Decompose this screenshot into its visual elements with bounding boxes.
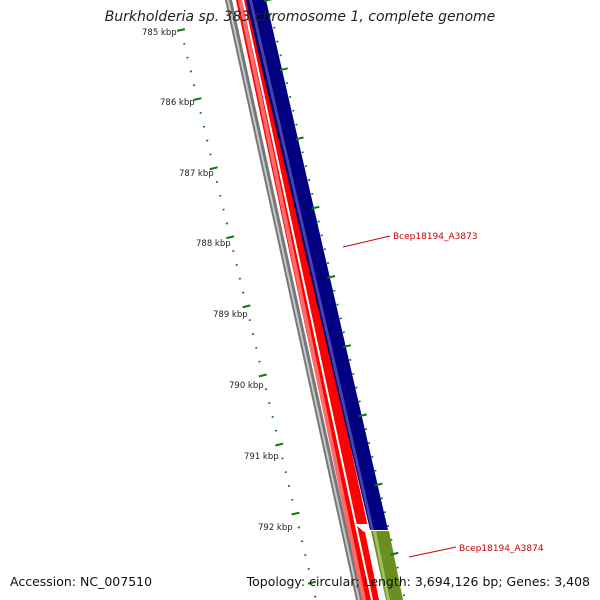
major-tick xyxy=(342,344,352,348)
gene-label-leader xyxy=(342,235,391,248)
major-tick xyxy=(242,304,251,309)
minor-tick xyxy=(297,526,300,529)
minor-tick xyxy=(386,525,390,528)
minor-tick xyxy=(300,540,304,543)
major-tick xyxy=(291,511,300,516)
gene-label-leader xyxy=(408,546,457,558)
minor-tick xyxy=(202,125,206,128)
major-tick xyxy=(193,97,202,101)
minor-tick xyxy=(342,331,346,334)
major-tick xyxy=(374,482,383,487)
ruler-label: 786 kbp xyxy=(160,98,195,108)
ruler-label: 792 kbp xyxy=(258,523,293,533)
forward-gene-feature xyxy=(246,0,388,530)
inner-ruler xyxy=(176,28,317,598)
genome-summary-text: Topology: circular; Length: 3,694,126 bp… xyxy=(246,574,590,589)
ruler-label: 785 kbp xyxy=(142,28,177,38)
major-tick xyxy=(279,67,288,72)
major-tick xyxy=(307,580,317,585)
reverse-gene-feature xyxy=(230,0,379,600)
minor-tick xyxy=(364,428,368,431)
minor-tick xyxy=(248,319,251,322)
major-tick xyxy=(209,166,218,171)
ruler-label: 787 kbp xyxy=(179,169,214,179)
minor-tick xyxy=(326,262,330,265)
ruler-label: 790 kbp xyxy=(229,381,264,391)
minor-tick xyxy=(269,12,273,15)
minor-tick xyxy=(206,139,209,142)
minor-tick xyxy=(242,291,245,294)
gene-label-bcep18194-a3874[interactable]: Bcep18194_A3874 xyxy=(459,544,544,554)
page-title: Burkholderia sp. 383 chromosome 1, compl… xyxy=(104,9,496,25)
major-tick xyxy=(225,235,235,240)
reverse-gene-arrowhead xyxy=(355,524,372,532)
major-tick xyxy=(295,136,304,141)
minor-tick xyxy=(284,471,287,474)
ruler-label: 791 kbp xyxy=(244,452,279,462)
minor-tick xyxy=(209,153,212,156)
minor-tick xyxy=(358,400,361,403)
minor-tick xyxy=(304,554,307,557)
minor-tick xyxy=(186,56,189,59)
next-gene-highlight xyxy=(373,531,390,600)
major-tick xyxy=(258,373,267,378)
major-tick xyxy=(327,275,336,279)
minor-tick xyxy=(399,580,402,583)
track-separator xyxy=(242,0,373,600)
minor-tick xyxy=(189,70,192,73)
minor-tick xyxy=(292,109,295,112)
gene-label-bcep18194-a3873[interactable]: Bcep18194_A3873 xyxy=(393,232,478,242)
major-tick xyxy=(176,28,186,32)
minor-tick xyxy=(349,358,352,361)
minor-tick xyxy=(222,208,225,211)
minor-tick xyxy=(281,457,284,460)
minor-tick xyxy=(285,82,289,85)
minor-tick xyxy=(268,402,271,405)
ruler-label: 788 kbp xyxy=(196,239,231,249)
minor-tick xyxy=(192,84,196,87)
major-tick xyxy=(275,442,284,447)
minor-tick xyxy=(307,178,311,181)
major-tick xyxy=(311,205,320,210)
track-separator xyxy=(266,0,393,541)
accession-text: Accession: NC_007510 xyxy=(10,574,153,589)
ruler-label: 789 kbp xyxy=(213,310,248,320)
minor-tick xyxy=(276,40,279,43)
major-tick xyxy=(358,413,367,418)
major-tick xyxy=(390,551,399,556)
minor-tick xyxy=(336,303,339,306)
backbone-track-highlight xyxy=(227,0,360,600)
minor-tick xyxy=(258,360,261,363)
minor-tick xyxy=(320,234,323,237)
major-tick xyxy=(263,0,273,2)
outer-ruler xyxy=(263,0,406,597)
minor-tick xyxy=(264,388,268,391)
minor-tick xyxy=(371,455,374,458)
reverse-gene-highlight xyxy=(238,0,366,600)
minor-tick xyxy=(225,222,228,225)
minor-tick xyxy=(314,595,317,598)
forward-gene-highlight xyxy=(249,0,374,530)
